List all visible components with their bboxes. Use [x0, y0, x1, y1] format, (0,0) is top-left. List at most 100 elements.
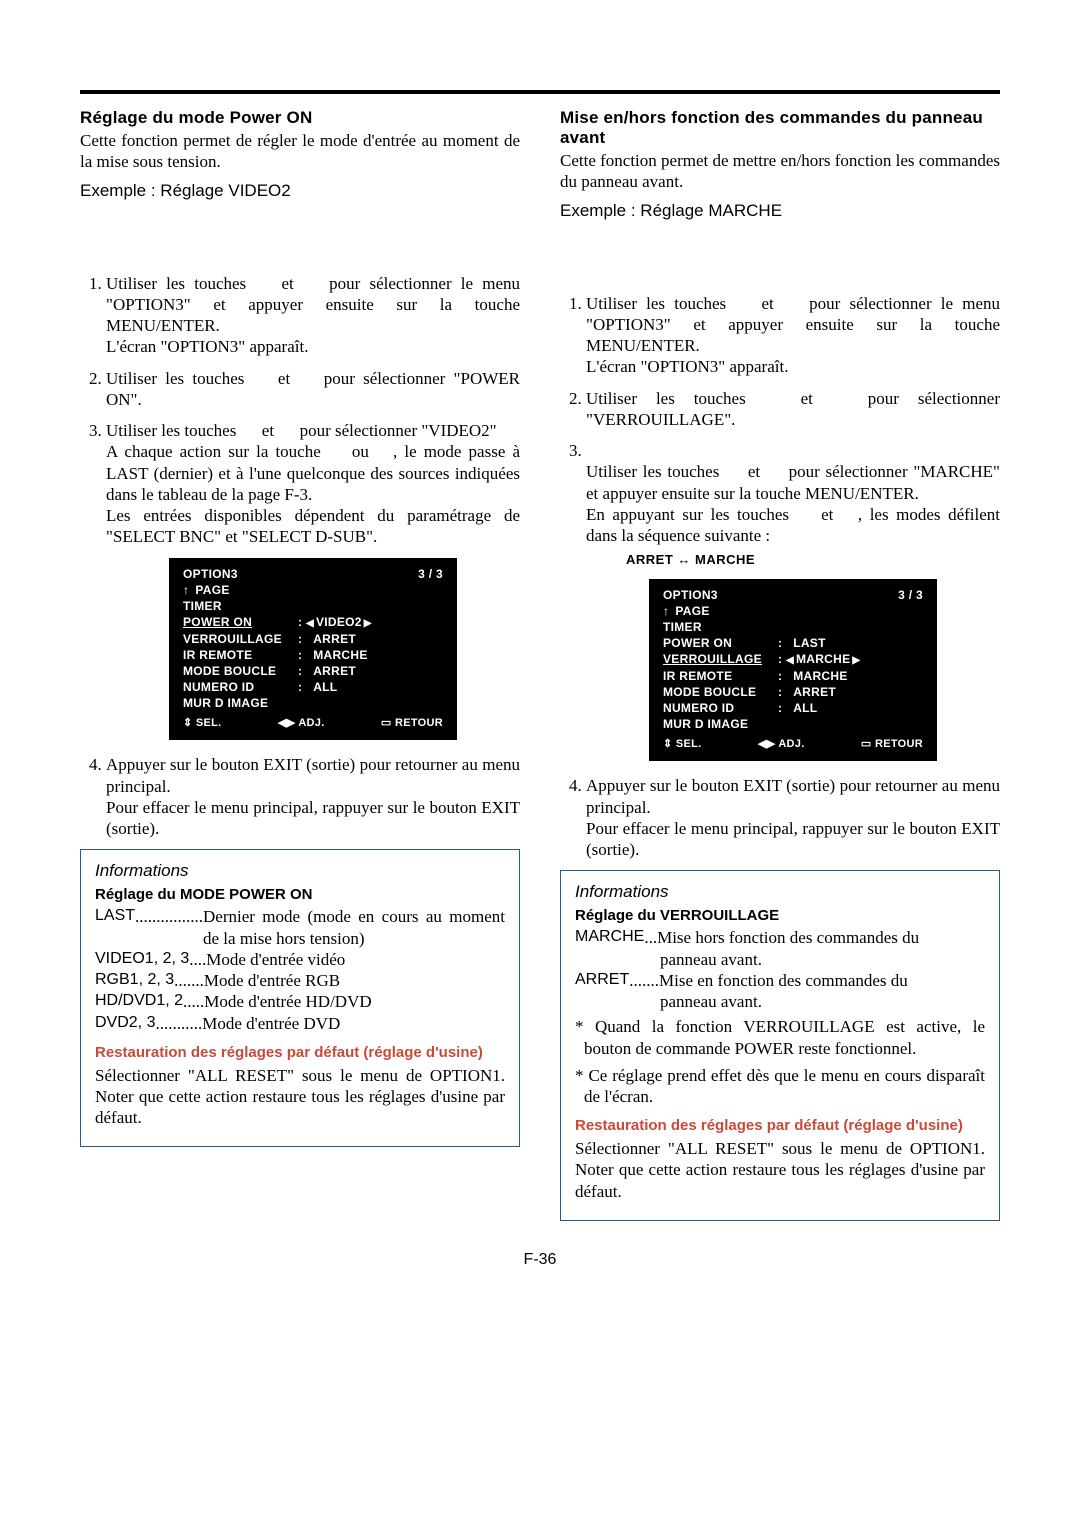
def-row: VIDEO1, 2, 3 .... Mode d'entrée vidéo: [95, 949, 505, 970]
step-1: Utiliser les touches et pour sélectionne…: [586, 293, 1000, 378]
osd-poweron-label: POWER ON: [183, 614, 298, 630]
step-4-text-b: Pour effacer le menu principal, rappuyer…: [106, 798, 520, 838]
def-val-b: panneau avant.: [660, 949, 985, 970]
osd-row: MODE BOUCLE: ARRET: [663, 684, 923, 700]
step-2-text: Utiliser les touches et pour sélectionne…: [106, 369, 520, 409]
page: Réglage du mode Power ON Cette fonction …: [0, 0, 1080, 1309]
spacer: [80, 201, 520, 267]
osd-verr-val: ARRET: [313, 631, 356, 647]
def-val: Mode d'entrée vidéo: [206, 949, 505, 970]
osd-adj: ADJ.: [278, 716, 325, 731]
osd-row: MUR D IMAGE: [183, 695, 443, 711]
step-3-text-a: Utiliser les touches et pour sélectionne…: [106, 421, 497, 440]
box-heading-1: Réglage du MODE POWER ON: [95, 886, 505, 905]
osd-verr-val: MARCHE: [786, 651, 860, 668]
def-key: ARRET: [575, 970, 629, 990]
right-intro: Cette fonction permet de mettre en/hors …: [560, 150, 1000, 193]
osd-mur: MUR D IMAGE: [183, 695, 298, 711]
colon: :: [778, 635, 793, 651]
osd-num-label: NUMERO ID: [183, 679, 298, 695]
step-2: Utiliser les touches et pour sélectionne…: [586, 388, 1000, 431]
colon: :: [298, 679, 313, 695]
step-1-text-a: Utiliser les touches et pour sélectionne…: [106, 274, 520, 336]
def-row: RGB1, 2, 3 ....... Mode d'entrée RGB: [95, 970, 505, 991]
osd-verr-label: VERROUILLAGE: [183, 631, 298, 647]
colon: :: [778, 651, 786, 667]
osd-ir-val: MARCHE: [313, 647, 367, 663]
osd-num-val: ALL: [793, 700, 817, 716]
osd-ir-label: IR REMOTE: [663, 668, 778, 684]
osd-title: OPTION3: [663, 587, 718, 603]
def-dots: ...........: [155, 1013, 202, 1034]
left-column: Réglage du mode Power ON Cette fonction …: [80, 108, 520, 1221]
osd-sel: SEL.: [663, 737, 702, 752]
colon: :: [778, 700, 793, 716]
def-dots: ....: [189, 949, 206, 970]
info-label: Informations: [575, 881, 985, 902]
left-intro: Cette fonction permet de régler le mode …: [80, 130, 520, 173]
osd-row: POWER ON: VIDEO2: [183, 614, 443, 631]
osd-mode-label: MODE BOUCLE: [183, 663, 298, 679]
page-number: F-36: [80, 1251, 1000, 1269]
left-example: Exemple : Réglage VIDEO2: [80, 181, 520, 201]
osd-verr-label: VERROUILLAGE: [663, 651, 778, 667]
note-1: * Quand la fonction VERROUILLAGE est act…: [584, 1016, 985, 1059]
osd-page: 3 / 3: [898, 587, 923, 603]
osd-poweron-label: POWER ON: [663, 635, 778, 651]
def-dots: .......: [629, 970, 659, 991]
osd-poweron-val: VIDEO2: [306, 614, 372, 631]
osd-row: PAGE: [663, 603, 923, 619]
colon: :: [298, 647, 313, 663]
osd-top: OPTION3 3 / 3: [663, 587, 923, 603]
step-4: Appuyer sur le bouton EXIT (sortie) pour…: [106, 754, 520, 839]
def-row: MARCHE ... Mise hors fonction des comman…: [575, 927, 985, 948]
def-row: LAST ................ Dernier mode (mode…: [95, 906, 505, 949]
def-key: HD/DVD1, 2: [95, 991, 183, 1011]
osd-ir-label: IR REMOTE: [183, 647, 298, 663]
info-box-right: Informations Réglage du VERROUILLAGE MAR…: [560, 870, 1000, 1221]
def-val: Mode d'entrée DVD: [202, 1013, 505, 1034]
osd-timer: TIMER: [183, 598, 298, 614]
right-column: Mise en/hors fonction des commandes du p…: [560, 108, 1000, 1221]
osd-row: MUR D IMAGE: [663, 716, 923, 732]
osd-screen-left: OPTION3 3 / 3 PAGE TIMER POWER ON: VIDEO…: [169, 558, 457, 741]
def-val-b: panneau avant.: [660, 991, 985, 1012]
step-1-text-b: L'écran "OPTION3" apparaît.: [586, 357, 788, 376]
def-row: DVD2, 3 ........... Mode d'entrée DVD: [95, 1013, 505, 1034]
osd-row: IR REMOTE: MARCHE: [183, 647, 443, 663]
osd-row: NUMERO ID: ALL: [183, 679, 443, 695]
step-2: Utiliser les touches et pour sélectionne…: [106, 368, 520, 411]
box-heading-1: Réglage du VERROUILLAGE: [575, 907, 985, 926]
step-4: Appuyer sur le bouton EXIT (sortie) pour…: [586, 775, 1000, 860]
colon: :: [778, 668, 793, 684]
osd-row: VERROUILLAGE: MARCHE: [663, 651, 923, 668]
step-4-text-a: Appuyer sur le bouton EXIT (sortie) pour…: [586, 776, 1000, 816]
osd-mode-val: ARRET: [313, 663, 356, 679]
def-val-a: Mise en fonction des commandes du: [659, 970, 908, 991]
right-heading: Mise en/hors fonction des commandes du p…: [560, 108, 1000, 148]
osd-ir-val: MARCHE: [793, 668, 847, 684]
def-key: VIDEO1, 2, 3: [95, 949, 189, 969]
up-arrow-icon: [663, 603, 675, 619]
note-2: * Ce réglage prend effet dès que le menu…: [584, 1065, 985, 1108]
osd-row: MODE BOUCLE: ARRET: [183, 663, 443, 679]
osd-legend: SEL. ADJ. RETOUR: [183, 716, 443, 731]
osd-sel: SEL.: [183, 716, 222, 731]
def-val-a: Mise hors fonction des commandes du: [657, 927, 919, 948]
osd-retour: RETOUR: [861, 737, 923, 752]
step-3-text-a: Utiliser les touches et pour sélectionne…: [586, 462, 1000, 502]
osd-mode-val: ARRET: [793, 684, 836, 700]
step-4-text-a: Appuyer sur le bouton EXIT (sortie) pour…: [106, 755, 520, 795]
spacer: [560, 221, 1000, 287]
def-row: HD/DVD1, 2 ..... Mode d'entrée HD/DVD: [95, 991, 505, 1012]
left-heading: Réglage du mode Power ON: [80, 108, 520, 128]
osd-row: TIMER: [663, 619, 923, 635]
osd-up: PAGE: [195, 582, 229, 598]
colon: :: [778, 684, 793, 700]
osd-row: POWER ON: LAST: [663, 635, 923, 651]
step-1-text-b: L'écran "OPTION3" apparaît.: [106, 337, 308, 356]
step-3: Utiliser les touches et pour sélectionne…: [586, 440, 1000, 761]
colon: :: [298, 663, 313, 679]
osd-adj: ADJ.: [758, 737, 805, 752]
def-dots: ...: [644, 927, 657, 948]
